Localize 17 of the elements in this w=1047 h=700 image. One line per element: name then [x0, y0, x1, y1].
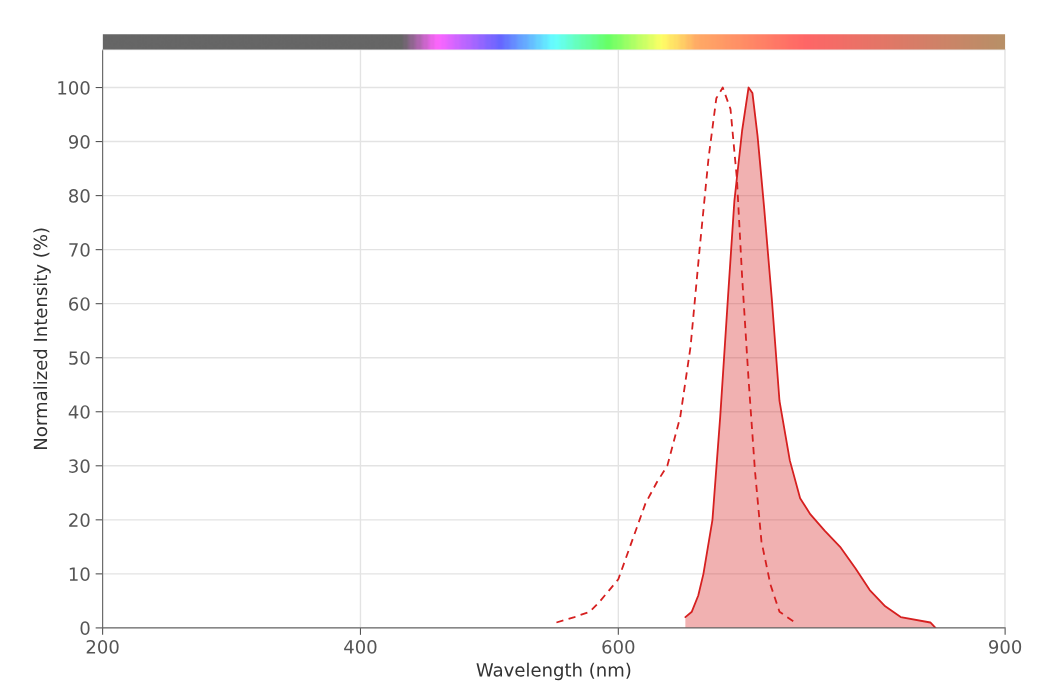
x-tick-label: 600 — [602, 640, 635, 654]
y-tick-label: 20 — [69, 513, 90, 527]
y-axis-title: Normalized Intensity (%) — [33, 228, 51, 449]
y-tick-label: 0 — [80, 621, 90, 636]
y-tick-label: 50 — [69, 351, 90, 365]
y-tick-label: 100 — [58, 80, 90, 95]
x-tick-label: 200 — [86, 640, 119, 654]
x-tick-label: 900 — [989, 640, 1022, 654]
y-tick-label: 80 — [69, 189, 90, 203]
y-tick-label: 40 — [68, 405, 90, 419]
x-tick-label: 400 — [344, 640, 377, 654]
y-tick-label: 30 — [69, 459, 90, 473]
x-axis-title: Wavelength (nm) — [476, 662, 631, 681]
y-tick-label: 10 — [69, 567, 90, 581]
y-tick-label: 60 — [69, 297, 90, 311]
y-tick-label: 90 — [68, 135, 90, 149]
y-tick-label: 70 — [69, 243, 90, 257]
